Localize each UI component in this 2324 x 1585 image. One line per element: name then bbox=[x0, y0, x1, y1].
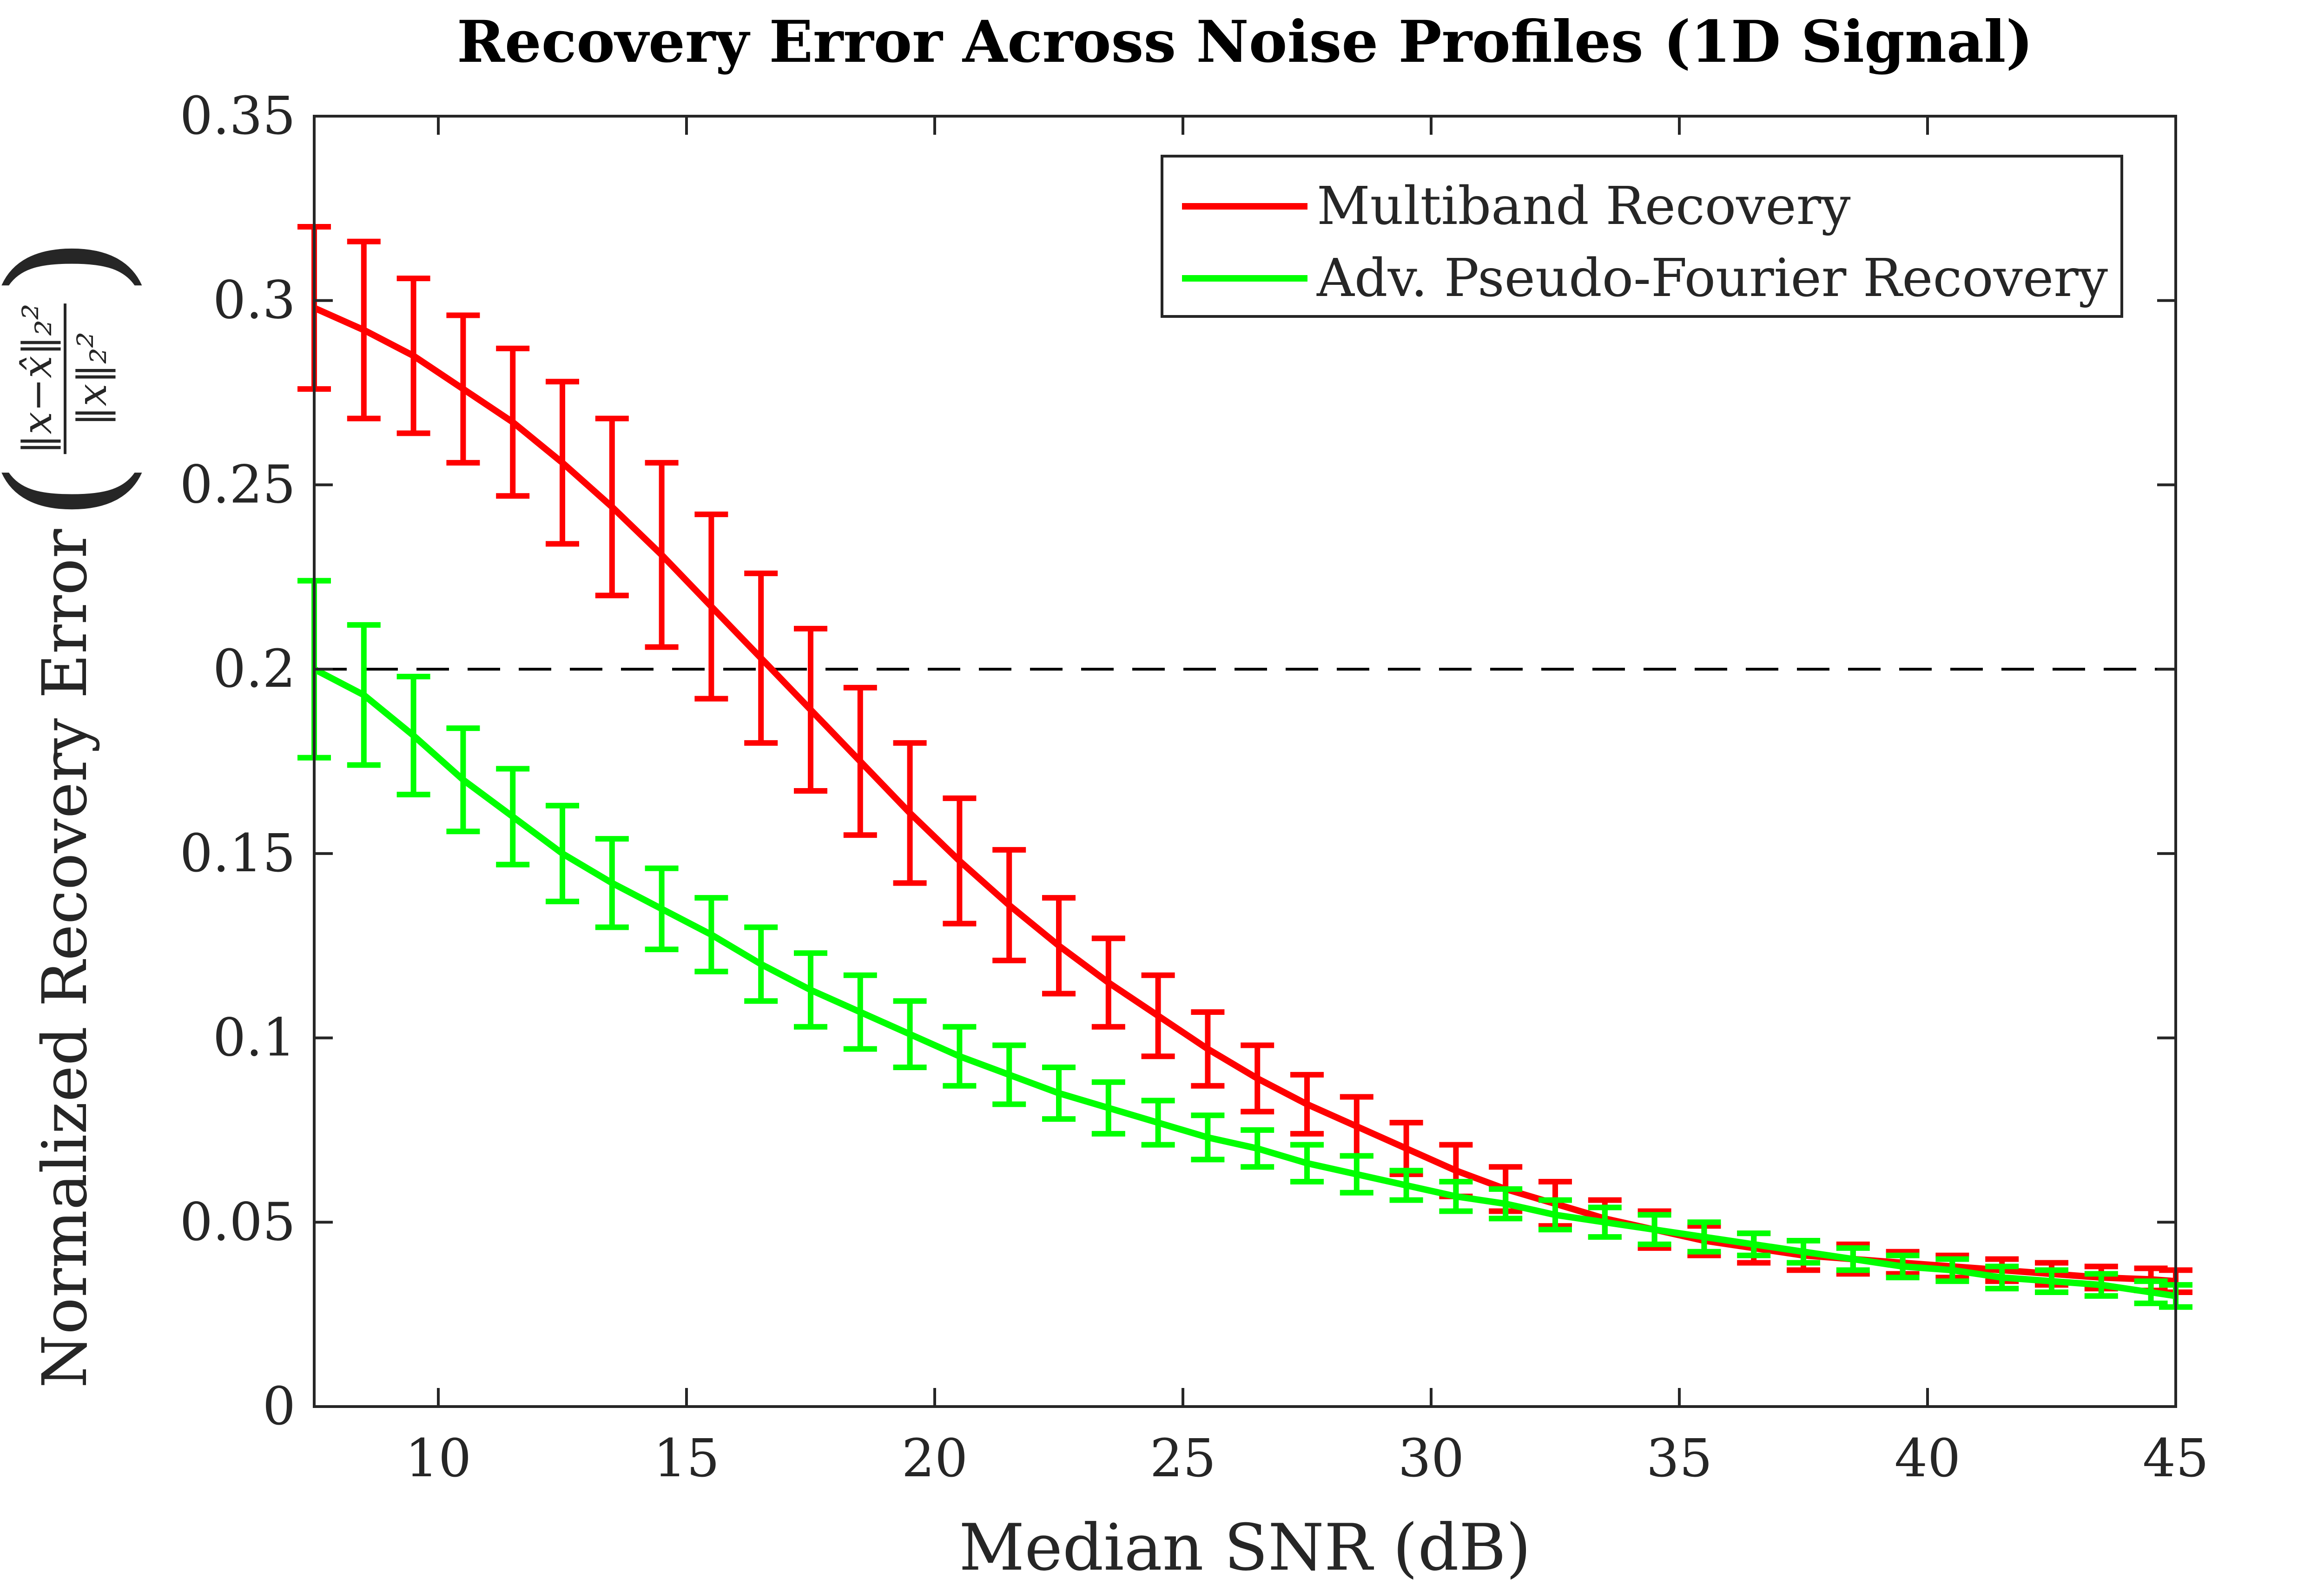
y-tick-label: 0.35 bbox=[180, 86, 296, 146]
errorbar-multiband bbox=[396, 276, 430, 436]
legend: Multiband Recovery Adv. Pseudo-Fourier R… bbox=[1161, 155, 2123, 318]
series-layer bbox=[297, 224, 2192, 1310]
errorbar-multiband bbox=[595, 415, 629, 598]
series-line-multiband bbox=[313, 305, 2176, 1285]
errorbar-multiband bbox=[347, 238, 381, 421]
y-tick-label: 0.2 bbox=[213, 639, 296, 699]
errorbar-multiband bbox=[1290, 1072, 1324, 1137]
errorbar-pseudo-fourier bbox=[347, 622, 381, 768]
errorbar-pseudo-fourier bbox=[794, 950, 827, 1030]
errorbar-pseudo-fourier bbox=[1191, 1112, 1225, 1163]
legend-item-pseudo-fourier: Adv. Pseudo-Fourier Recovery bbox=[1182, 248, 2108, 309]
legend-label-pseudo-fourier: Adv. Pseudo-Fourier Recovery bbox=[1317, 248, 2108, 309]
errorbar-pseudo-fourier bbox=[1637, 1212, 1671, 1247]
errorbar-pseudo-fourier bbox=[843, 972, 877, 1052]
errorbar-pseudo-fourier bbox=[1340, 1153, 1373, 1196]
y-tick-label: 0.25 bbox=[180, 454, 296, 515]
errorbar-pseudo-fourier bbox=[2134, 1278, 2168, 1306]
errorbar-pseudo-fourier bbox=[694, 895, 728, 974]
x-tick-label: 15 bbox=[654, 1428, 720, 1489]
formula-numerator: ‖x−x̂‖₂² bbox=[14, 303, 61, 454]
errorbar-multiband bbox=[446, 312, 480, 466]
errorbar-pseudo-fourier bbox=[1141, 1098, 1175, 1148]
y-tick-label: 0.1 bbox=[213, 1008, 296, 1068]
errorbar-pseudo-fourier bbox=[1538, 1197, 1572, 1233]
errorbar-pseudo-fourier bbox=[396, 674, 430, 797]
errorbar-pseudo-fourier bbox=[1588, 1204, 1622, 1240]
errorbar-multiband bbox=[1191, 1009, 1225, 1089]
errorbar-multiband bbox=[1042, 895, 1076, 997]
errorbar-pseudo-fourier bbox=[446, 725, 480, 835]
plot-frame bbox=[313, 115, 2177, 1408]
errorbar-multiband bbox=[992, 847, 1026, 963]
errorbar-pseudo-fourier bbox=[496, 766, 530, 868]
errorbar-pseudo-fourier bbox=[1091, 1079, 1125, 1137]
errorbar-multiband bbox=[794, 625, 827, 794]
errorbar-pseudo-fourier bbox=[2084, 1271, 2118, 1299]
errorbar-multiband bbox=[694, 511, 728, 702]
errorbar-multiband bbox=[943, 795, 977, 927]
legend-swatch-multiband bbox=[1182, 203, 1307, 210]
errorbar-pseudo-fourier bbox=[1737, 1230, 1771, 1258]
errorbar-multiband bbox=[1141, 972, 1175, 1059]
x-tick-label: 25 bbox=[1150, 1428, 1216, 1489]
axes-layer: 10 15 20 25 30 35 40 45 0 0.05 0.1 0.15 0.2 0.25 0.3 0.… bbox=[180, 86, 2209, 1489]
errorbar-pseudo-fourier bbox=[1985, 1263, 2019, 1292]
errorbar-pseudo-fourier bbox=[1042, 1065, 1076, 1122]
errorbar-pseudo-fourier bbox=[546, 802, 579, 905]
errorbar-pseudo-fourier bbox=[1886, 1252, 1920, 1281]
errorbar-multiband bbox=[744, 570, 778, 746]
chart-title: Recovery Error Across Noise Profiles (1D… bbox=[456, 8, 2034, 76]
errorbar-multiband bbox=[496, 345, 530, 499]
errorbar-pseudo-fourier bbox=[1935, 1256, 1969, 1284]
y-tick-label: 0.3 bbox=[213, 270, 296, 331]
errorbar-pseudo-fourier bbox=[595, 836, 629, 930]
legend-label-multiband: Multiband Recovery bbox=[1317, 176, 1851, 237]
x-tick-label: 30 bbox=[1398, 1428, 1465, 1489]
x-tick-label: 45 bbox=[2143, 1428, 2209, 1489]
errorbar-pseudo-fourier bbox=[1836, 1245, 1870, 1273]
x-tick-label: 20 bbox=[902, 1428, 968, 1489]
errorbar-multiband bbox=[1091, 935, 1125, 1030]
errorbar-multiband bbox=[893, 740, 927, 886]
left-paren: ( bbox=[0, 462, 154, 522]
legend-item-multiband: Multiband Recovery bbox=[1182, 176, 1851, 237]
errorbar-pseudo-fourier bbox=[2035, 1267, 2068, 1296]
errorbar-multiband bbox=[1241, 1042, 1274, 1115]
x-axis-label: Median SNR (dB) bbox=[959, 1510, 1531, 1585]
errorbar-multiband bbox=[1389, 1120, 1423, 1177]
errorbar-multiband bbox=[645, 460, 679, 650]
errorbar-multiband bbox=[843, 684, 877, 838]
y-tick-label: 0.05 bbox=[180, 1192, 296, 1252]
errorbar-pseudo-fourier bbox=[1687, 1219, 1721, 1255]
errorbar-multiband bbox=[546, 379, 579, 547]
errorbar-pseudo-fourier bbox=[1787, 1237, 1820, 1266]
errorbar-pseudo-fourier bbox=[744, 924, 778, 1004]
x-tick-label: 40 bbox=[1895, 1428, 1961, 1489]
fraction-bar bbox=[64, 303, 66, 454]
series-line-pseudo-fourier bbox=[312, 666, 2177, 1299]
errorbar-pseudo-fourier bbox=[1389, 1168, 1423, 1203]
x-tick-label: 10 bbox=[405, 1428, 472, 1489]
y-axis-label: Normalized Recovery Error ( ‖x−x̂‖₂² ‖x‖… bbox=[0, 229, 154, 1388]
x-tick-label: 35 bbox=[1646, 1428, 1713, 1489]
errorbar-pseudo-fourier bbox=[1439, 1179, 1473, 1214]
y-tick-label: 0 bbox=[263, 1376, 296, 1437]
y-tick-label: 0.15 bbox=[180, 823, 296, 884]
y-axis-formula: ‖x−x̂‖₂² ‖x‖₂² bbox=[14, 303, 116, 454]
legend-swatch-pseudo-fourier bbox=[1182, 275, 1307, 282]
errorbar-pseudo-fourier bbox=[992, 1042, 1026, 1107]
errorbar-pseudo-fourier bbox=[943, 1024, 977, 1089]
right-paren: ) bbox=[0, 237, 154, 296]
y-axis-label-text: Normalized Recovery Error bbox=[29, 529, 101, 1388]
errorbar-pseudo-fourier bbox=[1290, 1142, 1324, 1185]
formula-denominator: ‖x‖₂² bbox=[69, 331, 116, 427]
errorbar-multiband bbox=[1340, 1094, 1373, 1159]
errorbar-pseudo-fourier bbox=[893, 998, 927, 1071]
errorbar-pseudo-fourier bbox=[1489, 1186, 1523, 1222]
errorbar-pseudo-fourier bbox=[645, 865, 679, 953]
errorbar-pseudo-fourier bbox=[1241, 1127, 1274, 1170]
